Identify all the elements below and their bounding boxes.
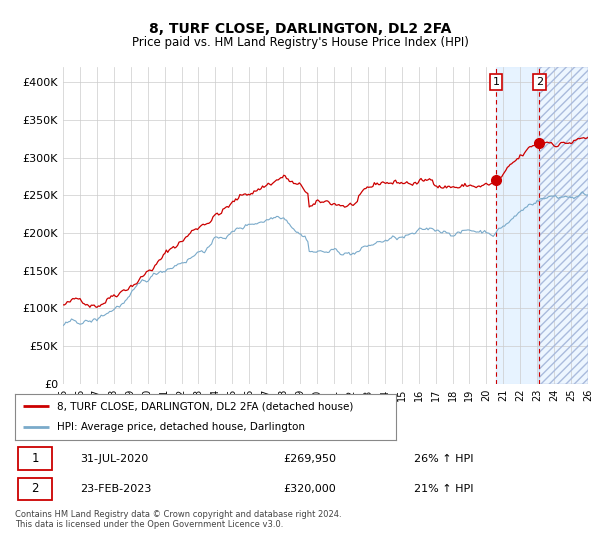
Bar	[539, 67, 588, 384]
Text: 31-JUL-2020: 31-JUL-2020	[80, 454, 149, 464]
Text: 2: 2	[536, 77, 543, 87]
Text: Contains HM Land Registry data © Crown copyright and database right 2024.
This d: Contains HM Land Registry data © Crown c…	[15, 510, 341, 529]
Text: £269,950: £269,950	[283, 454, 336, 464]
Text: 1: 1	[493, 77, 500, 87]
FancyBboxPatch shape	[18, 478, 52, 500]
Text: 21% ↑ HPI: 21% ↑ HPI	[414, 484, 473, 494]
Bar	[496, 67, 539, 384]
FancyBboxPatch shape	[18, 447, 52, 470]
Bar	[539, 67, 588, 384]
Text: 8, TURF CLOSE, DARLINGTON, DL2 2FA: 8, TURF CLOSE, DARLINGTON, DL2 2FA	[149, 22, 451, 36]
Text: HPI: Average price, detached house, Darlington: HPI: Average price, detached house, Darl…	[57, 422, 305, 432]
Text: 26% ↑ HPI: 26% ↑ HPI	[414, 454, 473, 464]
Text: 1: 1	[31, 452, 39, 465]
Text: 23-FEB-2023: 23-FEB-2023	[80, 484, 152, 494]
Text: Price paid vs. HM Land Registry's House Price Index (HPI): Price paid vs. HM Land Registry's House …	[131, 36, 469, 49]
Text: £320,000: £320,000	[283, 484, 335, 494]
Text: 8, TURF CLOSE, DARLINGTON, DL2 2FA (detached house): 8, TURF CLOSE, DARLINGTON, DL2 2FA (deta…	[57, 401, 353, 411]
Text: 2: 2	[31, 482, 39, 496]
